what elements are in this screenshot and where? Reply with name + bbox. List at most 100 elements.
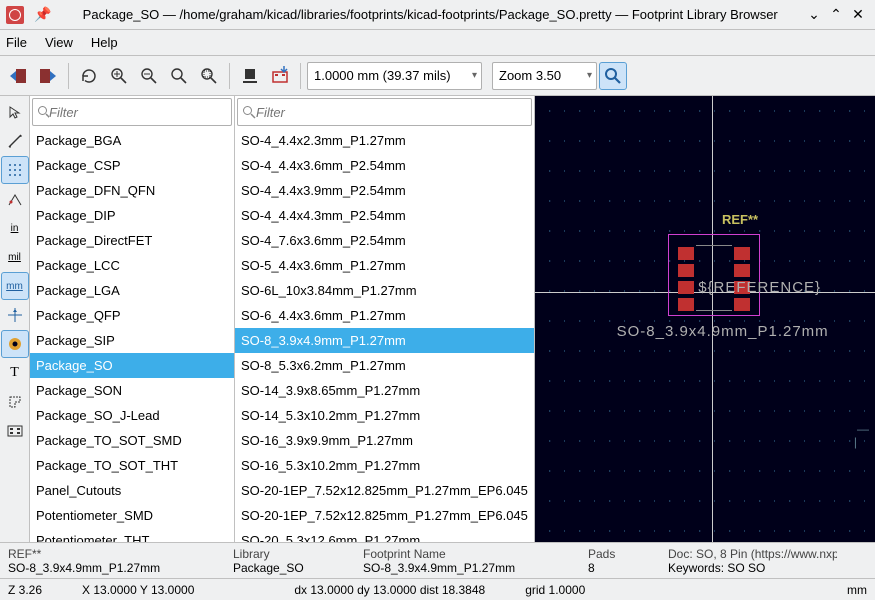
minimize-button[interactable]: ⌄ [803,6,825,23]
grid-tool[interactable] [1,156,29,184]
status-lib-label: Library [233,547,333,561]
library-row[interactable]: Package_TO_SOT_SMD [30,428,234,453]
footprint-filter[interactable] [237,98,532,126]
footprint-row[interactable]: SO-8_3.9x4.9mm_P1.27mm [235,328,534,353]
footprint-row[interactable]: SO-20-1EP_7.52x12.825mm_P1.27mm_EP6.045 [235,503,534,528]
menu-file[interactable]: File [6,35,27,50]
select-tool[interactable] [1,98,29,126]
library-filter[interactable] [32,98,232,126]
footprint-row[interactable]: SO-4_4.4x3.9mm_P2.54mm [235,178,534,203]
zoom-selection-button[interactable] [195,62,223,90]
grid-size-value: 1.0000 mm (39.37 mils) [314,68,451,83]
status-fp-label: Footprint Name [363,547,558,561]
axis-tick: | [854,435,857,449]
library-row[interactable]: Package_DIP [30,203,234,228]
status-fp-value: SO-8_3.9x4.9mm_P1.27mm [363,561,558,575]
axis-tick: — [857,422,869,436]
status-pads-label: Pads [588,547,638,561]
library-filter-input[interactable] [49,105,227,120]
status-doc: Doc: SO, 8 Pin (https://www.nxp.com/docs… [668,547,837,561]
outline-tool[interactable] [1,388,29,416]
status-xy: X 13.0000 Y 13.0000 [82,583,194,597]
pad-display-tool[interactable] [1,330,29,358]
footprint-row[interactable]: SO-8_5.3x6.2mm_P1.27mm [235,353,534,378]
next-lib-button[interactable] [34,62,62,90]
footprint-row[interactable]: SO-6L_10x3.84mm_P1.27mm [235,278,534,303]
library-row[interactable]: Package_SO [30,353,234,378]
status-dxy: dx 13.0000 dy 13.0000 dist 18.3848 [294,583,485,597]
library-row[interactable]: Package_LGA [30,278,234,303]
library-row[interactable]: Package_DFN_QFN [30,178,234,203]
search-icon [37,105,49,119]
footprint-row[interactable]: SO-14_5.3x10.2mm_P1.27mm [235,403,534,428]
library-row[interactable]: Package_TO_SOT_THT [30,453,234,478]
footprint-box-tool[interactable] [1,417,29,445]
footprint-row[interactable]: SO-5_4.4x3.6mm_P1.27mm [235,253,534,278]
library-row[interactable]: Package_QFP [30,303,234,328]
prev-lib-button[interactable] [4,62,32,90]
search-button[interactable] [599,62,627,90]
footprint-row[interactable]: SO-14_3.9x8.65mm_P1.27mm [235,378,534,403]
zoom-out-button[interactable] [135,62,163,90]
mil-unit-tool[interactable]: mil [1,243,29,271]
main-area: in mil mm T Package_BGAPackage_CSPPackag… [0,96,875,542]
footprint-row[interactable]: SO-16_5.3x10.2mm_P1.27mm [235,453,534,478]
search-icon [242,105,256,119]
footprint-row[interactable]: SO-4_4.4x3.6mm_P2.54mm [235,153,534,178]
library-row[interactable]: Package_SIP [30,328,234,353]
footprint-row[interactable]: SO-6_4.4x3.6mm_P1.27mm [235,303,534,328]
footprint-row[interactable]: SO-20_5.3x12.6mm_P1.27mm [235,528,534,542]
zoom-in-button[interactable] [105,62,133,90]
grid-dots [535,96,875,542]
refresh-button[interactable] [75,62,103,90]
footprint-row[interactable]: SO-20-1EP_7.52x12.825mm_P1.27mm_EP6.045 [235,478,534,503]
left-toolbar: in mil mm T [0,96,30,542]
status-lib-value: Package_SO [233,561,333,575]
status-ref-value: SO-8_3.9x4.9mm_P1.27mm [8,561,203,575]
text-tool[interactable]: T [1,359,29,387]
library-row[interactable]: Package_BGA [30,128,234,153]
canvas-fpname-text: SO-8_3.9x4.9mm_P1.27mm [617,323,829,340]
library-row[interactable]: Potentiometer_THT [30,528,234,542]
zoom-level-combo[interactable]: Zoom 3.50▾ [492,62,597,90]
library-list[interactable]: Package_BGAPackage_CSPPackage_DFN_QFNPac… [30,128,234,542]
grid-size-combo[interactable]: 1.0000 mm (39.37 mils)▾ [307,62,482,90]
inch-unit-tool[interactable]: in [1,214,29,242]
cursor-tool[interactable] [1,301,29,329]
footprint-row[interactable]: SO-16_3.9x9.9mm_P1.27mm [235,428,534,453]
maximize-button[interactable]: ⌃ [825,6,847,23]
close-button[interactable]: ✕ [847,6,869,23]
pad [678,298,694,311]
library-row[interactable]: Potentiometer_SMD [30,503,234,528]
display-mode-button[interactable] [236,62,264,90]
library-row[interactable]: Package_DirectFET [30,228,234,253]
library-row[interactable]: Panel_Cutouts [30,478,234,503]
canvas[interactable]: REF** ${REFERENCE} SO-8_3.9x4.9mm_P1.27m… [535,96,875,542]
canvas-ref-text: REF** [722,212,758,227]
menu-view[interactable]: View [45,35,73,50]
status-pads-value: 8 [588,561,638,575]
zoom-fit-button[interactable] [165,62,193,90]
mm-unit-tool[interactable]: mm [1,272,29,300]
library-row[interactable]: Package_CSP [30,153,234,178]
footprint-row[interactable]: SO-4_7.6x3.6mm_P2.54mm [235,228,534,253]
window-title: Package_SO — /home/graham/kicad/librarie… [57,7,803,22]
pin-icon[interactable]: 📌 [34,6,51,23]
status-bar-info: REF** SO-8_3.9x4.9mm_P1.27mm Library Pac… [0,542,875,578]
toolbar: 1.0000 mm (39.37 mils)▾ Zoom 3.50▾ [0,56,875,96]
status-keywords: Keywords: SO SO [668,561,837,575]
polar-tool[interactable] [1,185,29,213]
measure-tool[interactable] [1,127,29,155]
library-row[interactable]: Package_SON [30,378,234,403]
menu-help[interactable]: Help [91,35,118,50]
crosshair-vertical [712,96,713,542]
footprint-row[interactable]: SO-4_4.4x2.3mm_P1.27mm [235,128,534,153]
library-panel: Package_BGAPackage_CSPPackage_DFN_QFNPac… [30,96,235,542]
footprint-row[interactable]: SO-4_4.4x4.3mm_P2.54mm [235,203,534,228]
insert-footprint-button[interactable] [266,62,294,90]
status-zoom: Z 3.26 [8,583,42,597]
footprint-list[interactable]: SO-4_4.4x2.3mm_P1.27mmSO-4_4.4x3.6mm_P2.… [235,128,534,542]
library-row[interactable]: Package_SO_J-Lead [30,403,234,428]
library-row[interactable]: Package_LCC [30,253,234,278]
footprint-filter-input[interactable] [256,105,527,120]
